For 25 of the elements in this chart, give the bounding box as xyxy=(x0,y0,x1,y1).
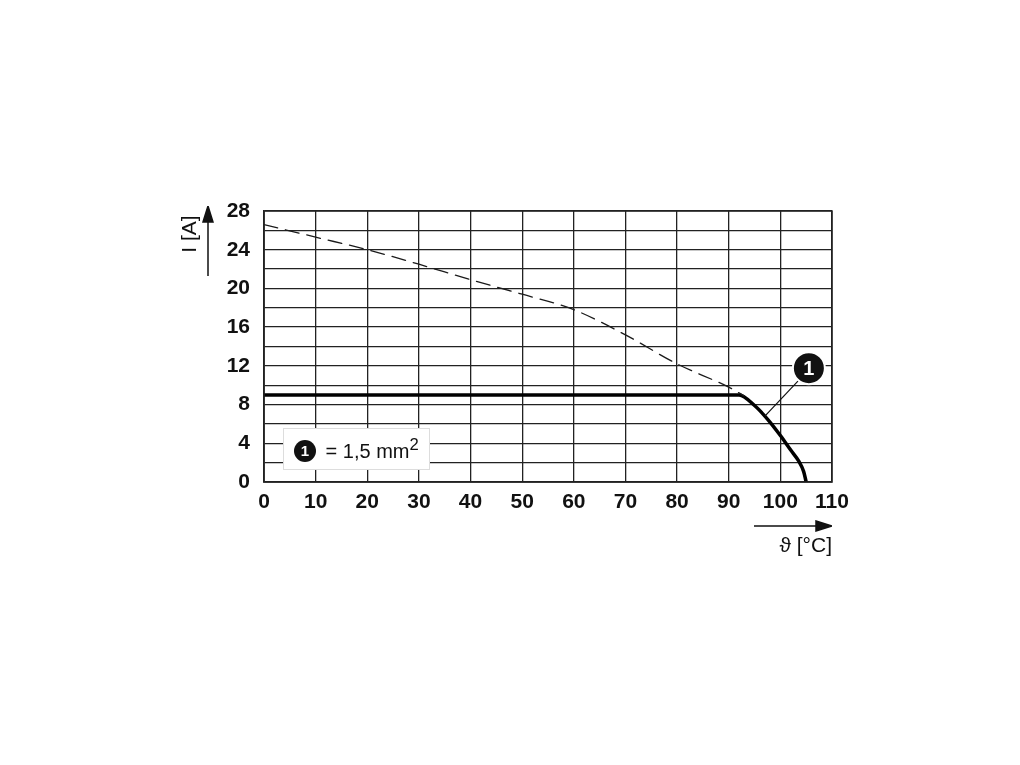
y-tick-label: 0 xyxy=(238,468,250,492)
x-tick-label: 30 xyxy=(407,489,431,513)
annotation: 1 = 1,5 mm$^{2}$ xyxy=(299,435,419,462)
y-tick-label: 28 xyxy=(226,197,251,221)
line-series xyxy=(264,393,808,482)
x-tick-label: 50 xyxy=(510,489,534,513)
x-tick-label: 40 xyxy=(458,489,483,513)
y-tick-label: 24 xyxy=(226,236,251,260)
annotation: 1 xyxy=(803,356,815,379)
x-tick-label: 90 xyxy=(717,489,741,513)
x-tick-label: 20 xyxy=(355,489,379,513)
x-axis-title: ϑ [°C] xyxy=(779,533,832,557)
x-tick-label: 80 xyxy=(665,489,689,513)
x-tick-label: 70 xyxy=(613,489,638,513)
x-tick-label: 100 xyxy=(762,489,798,513)
y-tick-label: 12 xyxy=(226,352,250,376)
y-tick-label: 4 xyxy=(238,430,251,454)
y-tick-label: 20 xyxy=(226,275,250,299)
y-tick-label: 8 xyxy=(238,391,251,415)
x-tick-label: 110 xyxy=(815,489,849,513)
x-tick-label: 0 xyxy=(258,489,270,513)
x-tick-label: 10 xyxy=(303,489,328,513)
y-axis-title: I [A] xyxy=(176,215,201,253)
y-tick-label: 16 xyxy=(226,313,250,337)
x-tick-label: 60 xyxy=(562,489,586,513)
